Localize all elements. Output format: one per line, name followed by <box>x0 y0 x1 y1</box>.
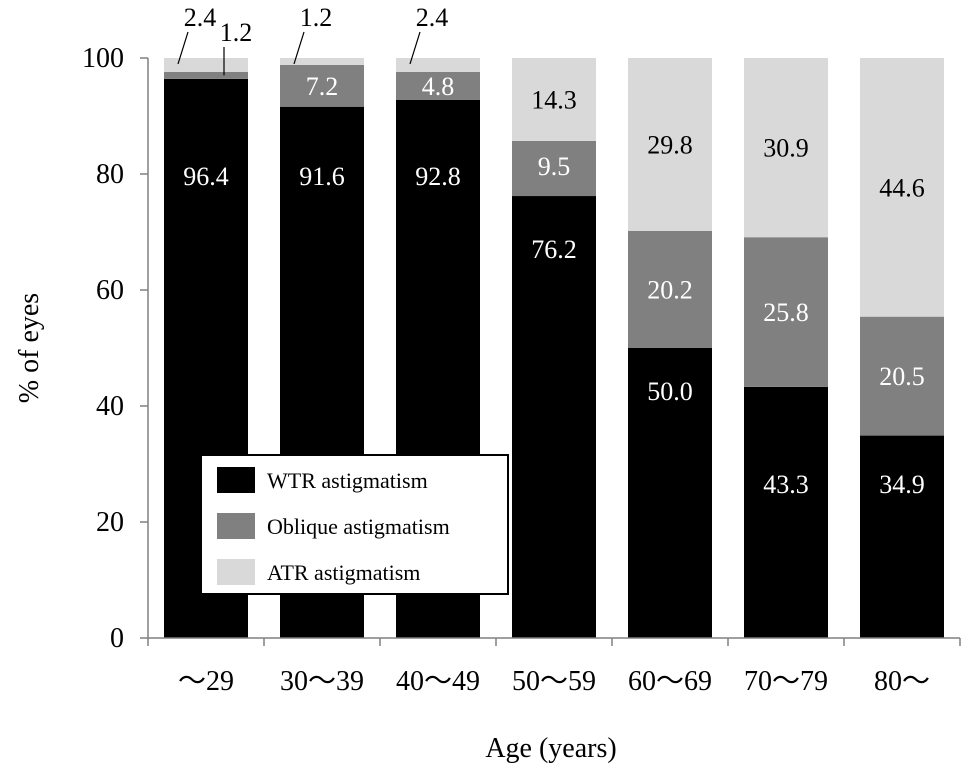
data-label: 7.2 <box>306 72 339 101</box>
bar-segment <box>628 230 712 348</box>
x-tick-label: 70～79 <box>744 666 828 697</box>
legend-label: WTR astigmatism <box>267 468 428 493</box>
x-tick-label: 80～ <box>874 666 930 697</box>
y-tick-label: 0 <box>110 623 124 654</box>
bars-layer <box>164 58 944 639</box>
leader-line <box>177 31 189 65</box>
x-axis-title: Age (years) <box>485 733 616 764</box>
data-label: 96.4 <box>183 162 229 191</box>
data-label: 43.3 <box>763 470 809 499</box>
y-tick-label: 100 <box>82 43 124 74</box>
bar-segment <box>164 71 248 79</box>
legend-swatch <box>217 559 255 585</box>
data-label: 9.5 <box>538 152 571 181</box>
data-label: 34.9 <box>879 470 925 499</box>
data-label: 1.2 <box>220 18 253 47</box>
x-tick-label: 60～69 <box>628 666 712 697</box>
bar-segment <box>396 58 480 72</box>
legend-swatch <box>217 467 255 493</box>
data-label: 20.5 <box>879 362 925 391</box>
x-tick-label: 40～49 <box>396 666 480 697</box>
bar-segment <box>860 58 944 317</box>
data-label: 91.6 <box>299 162 345 191</box>
data-label: 4.8 <box>422 72 455 101</box>
bar-segment <box>512 196 596 639</box>
data-label: 20.2 <box>647 275 693 304</box>
x-tick-label: ～29 <box>178 666 234 697</box>
value-labels-layer: 96.41.22.491.67.21.292.84.82.476.29.514.… <box>177 3 925 499</box>
bar-segment <box>744 58 828 238</box>
y-tick-label: 80 <box>96 159 124 190</box>
bar-segment <box>628 58 712 231</box>
bar-segment <box>164 58 248 72</box>
data-label: 30.9 <box>763 134 809 163</box>
y-tick-label: 20 <box>96 507 124 538</box>
bar-segment <box>628 348 712 638</box>
bar-segment <box>512 140 596 197</box>
bar-segment <box>744 237 828 387</box>
legend-swatch <box>217 513 255 539</box>
data-label: 2.4 <box>416 3 449 32</box>
axes-layer: ～29 30～39 40～49 50～59 60～69 70～79 80～ 0 20 40 60 80… <box>82 43 961 697</box>
legend-label: ATR astigmatism <box>267 560 420 585</box>
x-tick-label: 30～39 <box>280 666 364 697</box>
y-tick-label: 40 <box>96 391 124 422</box>
bar-segment <box>280 58 364 65</box>
x-tick-label: 50～59 <box>512 666 596 697</box>
data-label: 14.3 <box>531 85 577 114</box>
leader-line <box>409 31 421 65</box>
data-label: 92.8 <box>415 162 461 191</box>
bar-segment <box>280 64 364 107</box>
data-label: 50.0 <box>647 377 693 406</box>
bar-segment <box>512 58 596 141</box>
y-tick-label: 60 <box>96 275 124 306</box>
bar-segment <box>744 386 828 638</box>
data-label: 29.8 <box>647 130 693 159</box>
bar-segment <box>860 316 944 436</box>
data-label: 1.2 <box>300 3 333 32</box>
legend: WTR astigmatism Oblique astigmatism ATR as… <box>200 454 509 595</box>
legend-label: Oblique astigmatism <box>267 514 450 539</box>
data-label: 2.4 <box>184 3 217 32</box>
bar-segment <box>396 71 480 100</box>
data-label: 25.8 <box>763 298 809 327</box>
bar-segment <box>860 435 944 638</box>
data-label: 76.2 <box>531 235 577 264</box>
y-axis-title: % of eyes <box>14 293 45 403</box>
leader-line <box>293 31 305 65</box>
data-label: 44.6 <box>879 173 925 202</box>
